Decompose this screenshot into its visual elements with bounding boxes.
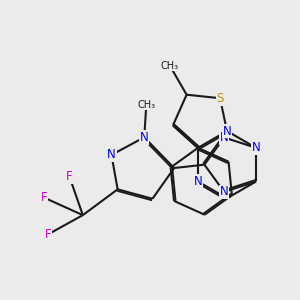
Text: CH₃: CH₃ bbox=[161, 61, 179, 70]
Text: N: N bbox=[140, 131, 148, 144]
Text: CH₃: CH₃ bbox=[137, 100, 155, 110]
Text: F: F bbox=[40, 191, 47, 204]
Text: N: N bbox=[223, 124, 231, 138]
Text: N: N bbox=[252, 141, 260, 154]
Text: N: N bbox=[107, 148, 116, 161]
Text: N: N bbox=[220, 131, 229, 144]
Text: S: S bbox=[216, 92, 224, 105]
Text: F: F bbox=[66, 170, 73, 183]
Text: N: N bbox=[194, 175, 202, 188]
Text: F: F bbox=[45, 228, 51, 241]
Text: N: N bbox=[220, 185, 229, 198]
